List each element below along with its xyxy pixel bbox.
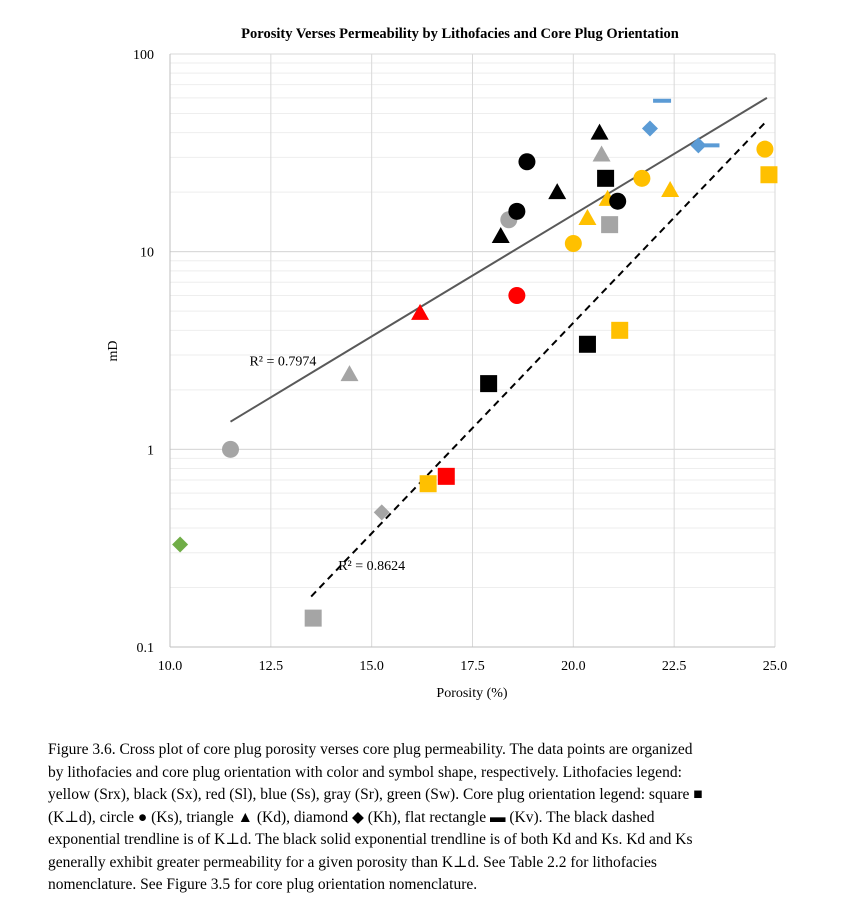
x-axis-label: Porosity (%) (436, 686, 508, 701)
caption-line: generally exhibit greater permeability f… (48, 853, 657, 871)
data-point-circle (564, 234, 582, 252)
x-tick-label: 12.5 (259, 659, 284, 674)
chart-title: Porosity Verses Permeability by Lithofac… (241, 26, 679, 42)
data-point-triangle (590, 123, 609, 140)
data-point-triangle (491, 227, 510, 244)
x-tick-label: 25.0 (763, 659, 788, 674)
data-point-square (760, 166, 778, 184)
data-point-circle (609, 192, 627, 210)
r-squared-label: R² = 0.7974 (249, 355, 316, 370)
x-tick-label: 20.0 (561, 659, 586, 674)
data-point-circle (222, 440, 239, 458)
data-point-circle (508, 287, 526, 305)
figure-caption: Figure 3.6. Cross plot of core plug poro… (48, 739, 838, 897)
y-tick-label: 0.1 (137, 641, 155, 656)
caption-line: nomenclature. See Figure 3.5 for core pl… (48, 876, 478, 893)
axes: 10.0 12.5 15.0 17.5 20.0 22.5 25.0 0.1 1 10 100 (133, 48, 787, 674)
x-tick-label: 22.5 (662, 659, 687, 674)
data-point-rect (701, 143, 720, 148)
data-point-rect (653, 98, 672, 103)
chart: Porosity Verses Permeability by Lithofac… (106, 26, 787, 701)
x-tick-label: 15.0 (359, 659, 384, 674)
r-squared-label: R² = 0.8624 (338, 559, 405, 574)
y-tick-label: 10 (140, 246, 154, 261)
data-point-triangle (548, 183, 567, 200)
data-point-square (304, 609, 322, 627)
grid (169, 53, 776, 648)
data-point-square (597, 169, 615, 187)
data-point-diamond (641, 120, 658, 137)
data-point-circle (633, 169, 651, 187)
trendlines: R² = 0.7974 R² = 0.8624 (229, 96, 768, 598)
x-tick-label: 10.0 (158, 659, 183, 674)
caption-line: by lithofacies and core plug orientation… (48, 763, 682, 781)
caption-line: yellow (Srx), black (Sx), red (Sl), blue… (48, 786, 703, 803)
data-point-diamond (373, 504, 390, 521)
data-point-square (611, 321, 629, 339)
data-point-square (601, 216, 619, 234)
data-point-triangle (340, 365, 359, 382)
data-point-square (480, 375, 498, 393)
y-tick-label: 1 (147, 443, 154, 458)
data-point-circle (756, 140, 774, 158)
data-point-diamond (690, 137, 707, 154)
data-point-triangle (592, 145, 611, 162)
y-tick-label: 100 (133, 48, 154, 63)
data-point-circle (518, 153, 536, 171)
dashed-trendline (310, 119, 768, 598)
data-point-diamond (172, 536, 189, 553)
data-point-circle (508, 202, 526, 220)
y-axis-label: mD (106, 341, 121, 362)
data-point-triangle (661, 181, 680, 198)
data-point-square (578, 335, 596, 353)
caption-line: Figure 3.6. Cross plot of core plug poro… (48, 741, 693, 758)
caption-line: exponential trendline is of K⊥d. The bla… (48, 831, 693, 848)
data-point-square (419, 475, 437, 493)
x-tick-label: 17.5 (460, 659, 485, 674)
data-point-triangle (578, 209, 597, 226)
data-point-square (437, 467, 455, 485)
caption-line: (K⊥d), circle ● (Ks), triangle ▲ (Kd), d… (48, 808, 655, 826)
solid-trendline (229, 96, 768, 423)
data-points (172, 98, 778, 627)
data-point-triangle (411, 303, 430, 320)
